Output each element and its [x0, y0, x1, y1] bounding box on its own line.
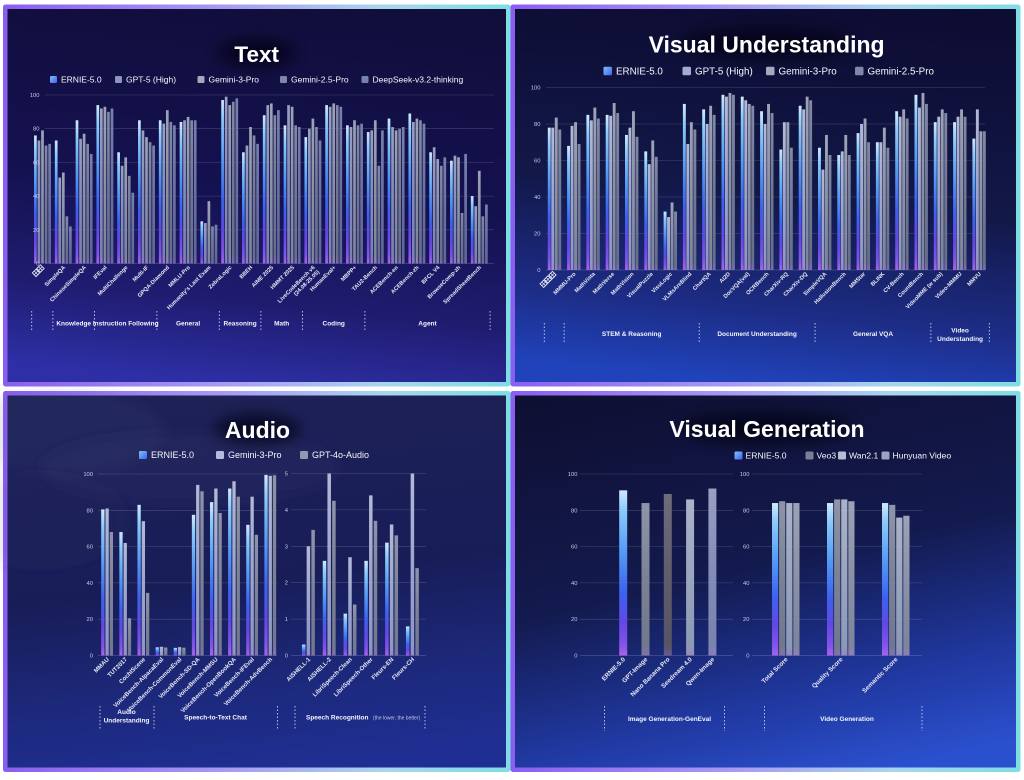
svg-text:100: 100 [30, 93, 40, 99]
svg-text:4: 4 [285, 508, 289, 514]
svg-text:1: 1 [285, 617, 288, 623]
svg-text:0: 0 [537, 268, 540, 274]
svg-text:20: 20 [571, 617, 577, 623]
svg-text:Audio: Audio [225, 417, 290, 443]
svg-text:20: 20 [33, 228, 39, 234]
svg-text:3: 3 [285, 544, 288, 550]
svg-text:80: 80 [571, 508, 577, 514]
svg-text:(the lower, the better): (the lower, the better) [373, 716, 421, 722]
svg-text:Video: Video [951, 328, 969, 335]
svg-text:60: 60 [571, 545, 577, 551]
svg-text:20: 20 [534, 232, 540, 238]
svg-text:80: 80 [33, 127, 39, 133]
svg-text:80: 80 [534, 122, 540, 128]
svg-text:ERNIE-5.0: ERNIE-5.0 [746, 451, 787, 461]
svg-text:Gemini-3-Pro: Gemini-3-Pro [209, 75, 260, 85]
svg-text:Visual Generation: Visual Generation [669, 416, 864, 442]
svg-text:Agent: Agent [418, 321, 437, 328]
svg-text:40: 40 [534, 195, 540, 201]
svg-text:20: 20 [743, 617, 749, 623]
svg-text:Instruction Following: Instruction Following [93, 321, 159, 328]
svg-text:20: 20 [87, 617, 93, 623]
svg-text:40: 40 [33, 194, 39, 200]
svg-text:Text: Text [234, 42, 279, 67]
svg-text:Gemini-3-Pro: Gemini-3-Pro [228, 450, 282, 460]
svg-text:Knowledge: Knowledge [56, 321, 91, 328]
svg-text:Image Generation-GenEval: Image Generation-GenEval [628, 716, 711, 723]
svg-text:60: 60 [87, 545, 93, 551]
svg-text:40: 40 [87, 581, 93, 587]
svg-text:100: 100 [531, 86, 541, 92]
svg-text:Gemini-2.5-Pro: Gemini-2.5-Pro [868, 67, 935, 78]
svg-text:100: 100 [740, 472, 750, 478]
svg-text:ERNIE-5.0: ERNIE-5.0 [61, 75, 102, 85]
svg-text:DeepSeek-v3.2-thinking: DeepSeek-v3.2-thinking [373, 75, 464, 85]
svg-text:80: 80 [743, 508, 749, 514]
svg-text:Understanding: Understanding [937, 336, 983, 343]
svg-text:Document Understanding: Document Understanding [717, 331, 796, 338]
svg-text:0: 0 [90, 654, 93, 660]
svg-text:Speech Recognition: Speech Recognition [306, 715, 369, 722]
svg-text:Veo3: Veo3 [817, 451, 837, 461]
svg-text:100: 100 [83, 472, 93, 478]
svg-text:Video Generation: Video Generation [820, 716, 874, 723]
svg-text:GPT-4o-Audio: GPT-4o-Audio [312, 450, 369, 460]
svg-text:ERNIE-5.0: ERNIE-5.0 [151, 450, 194, 460]
svg-text:Wan2.1: Wan2.1 [849, 451, 879, 461]
svg-text:0: 0 [574, 654, 577, 660]
svg-text:Audio: Audio [117, 709, 135, 716]
svg-text:General: General [176, 321, 200, 328]
svg-text:Math: Math [274, 321, 289, 328]
svg-text:ERNIE-5.0: ERNIE-5.0 [616, 67, 663, 78]
svg-text:GPT-5 (High): GPT-5 (High) [695, 67, 753, 78]
svg-text:0: 0 [36, 262, 39, 268]
svg-text:60: 60 [534, 159, 540, 165]
svg-text:60: 60 [743, 545, 749, 551]
svg-text:General VQA: General VQA [853, 331, 893, 338]
svg-text:100: 100 [568, 472, 578, 478]
svg-text:60: 60 [33, 160, 39, 166]
svg-text:40: 40 [743, 581, 749, 587]
svg-text:Coding: Coding [323, 321, 345, 328]
svg-text:Speech-to-Text Chat: Speech-to-Text Chat [184, 715, 248, 722]
svg-text:Gemini-2.5-Pro: Gemini-2.5-Pro [291, 75, 349, 85]
svg-text:GPT-5 (High): GPT-5 (High) [126, 75, 176, 85]
svg-text:Understanding: Understanding [104, 718, 150, 725]
svg-text:40: 40 [571, 581, 577, 587]
svg-text:STEM & Reasoning: STEM & Reasoning [602, 331, 662, 338]
svg-text:0: 0 [285, 654, 288, 660]
svg-text:Visual Understanding: Visual Understanding [649, 32, 885, 58]
svg-text:80: 80 [87, 508, 93, 514]
svg-text:Reasoning: Reasoning [223, 321, 256, 328]
svg-text:2: 2 [285, 581, 288, 587]
svg-text:5: 5 [285, 472, 288, 478]
svg-text:Hunyuan Video: Hunyuan Video [893, 451, 952, 461]
svg-text:0: 0 [746, 654, 749, 660]
svg-text:Gemini-3-Pro: Gemini-3-Pro [779, 67, 838, 78]
